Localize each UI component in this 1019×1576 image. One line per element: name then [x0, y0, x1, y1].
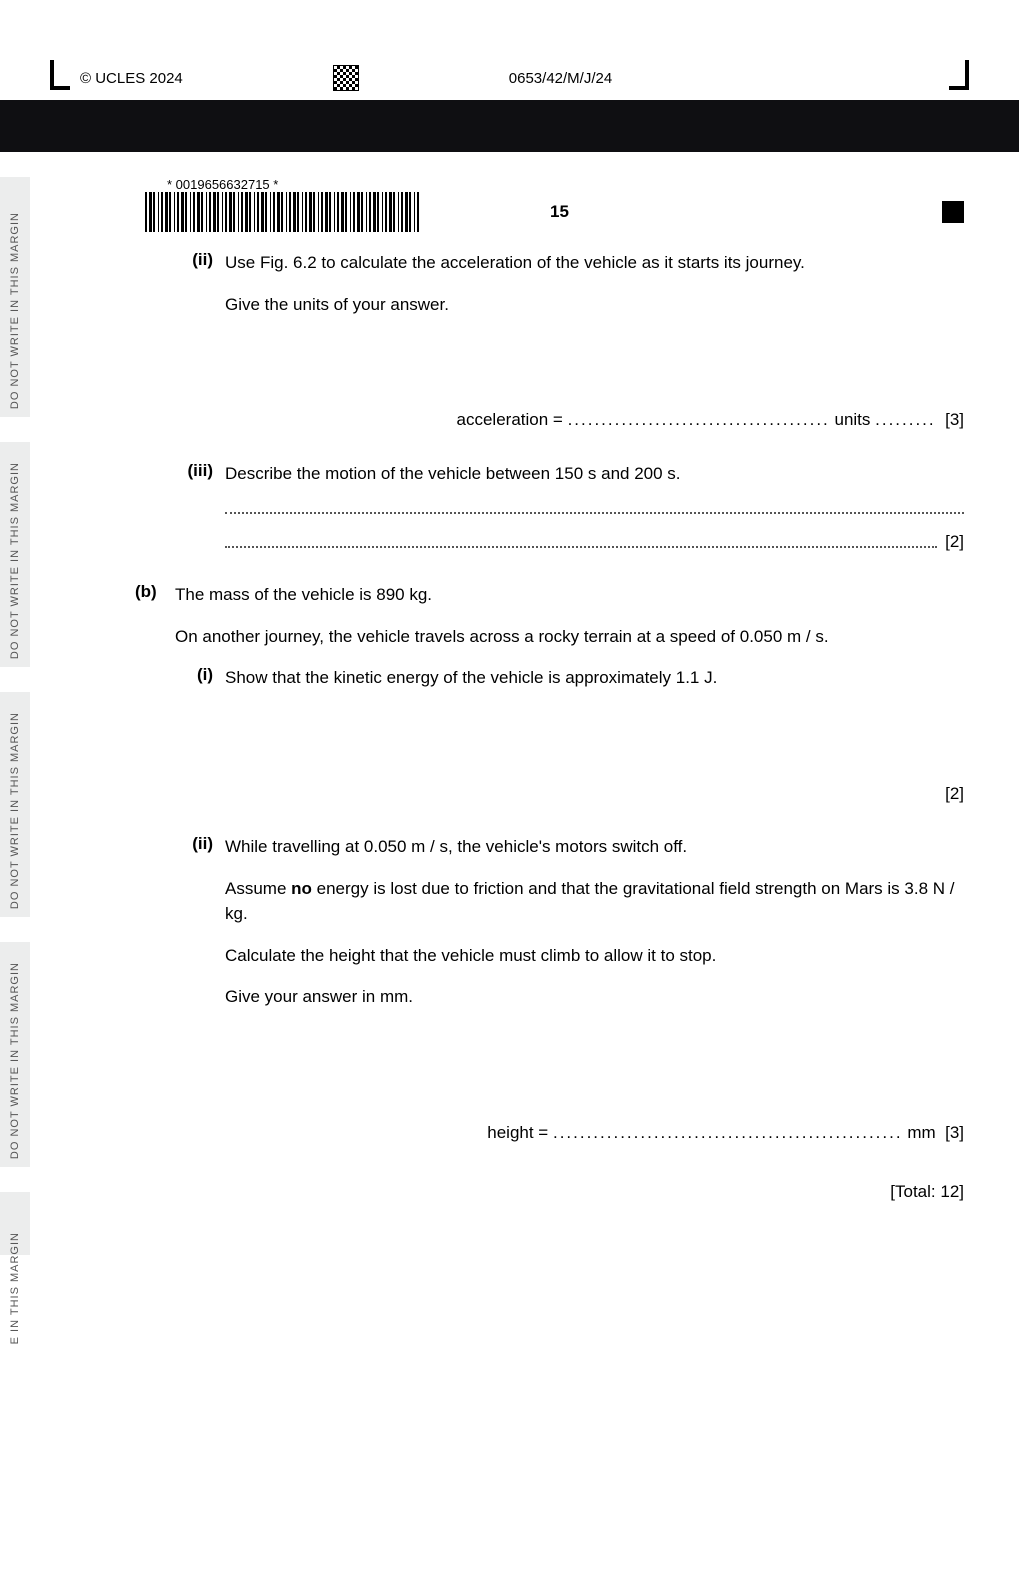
units-label: units — [830, 410, 875, 429]
roman-a-iii: (iii) — [175, 461, 225, 555]
b-intro-2: On another journey, the vehicle travels … — [175, 624, 964, 650]
height-unit: mm — [907, 1123, 935, 1142]
acceleration-answer-line: acceleration = .........................… — [225, 407, 964, 433]
q-a-ii-line2: Give the units of your answer. — [225, 292, 964, 318]
page-header: © UCLES 2024 0653/42/M/J/24 — [0, 0, 1019, 100]
margin-warning-5: E IN THIS MARGIN — [9, 1232, 21, 1344]
b-intro-1: The mass of the vehicle is 890 kg. — [175, 582, 964, 608]
q-b-ii-line3: Calculate the height that the vehicle mu… — [225, 943, 964, 969]
paper-code: 0653/42/M/J/24 — [509, 70, 612, 87]
crop-mark-top-right — [949, 60, 969, 90]
roman-a-ii: (ii) — [175, 250, 225, 433]
height-answer-line: height = ...............................… — [225, 1120, 964, 1146]
marks-b-i: [2] — [945, 784, 964, 803]
units-dots: ......... — [875, 410, 936, 429]
q-b-ii-line4: Give your answer in mm. — [225, 984, 964, 1010]
qr-code-icon — [333, 65, 359, 91]
q-b-i-text: Show that the kinetic energy of the vehi… — [225, 665, 964, 691]
acceleration-label: acceleration = — [457, 410, 568, 429]
answer-line-1 — [225, 512, 964, 514]
b-ii-bold: no — [291, 879, 312, 898]
page-number: 15 — [550, 202, 569, 222]
total-marks: [Total: 12] — [225, 1179, 964, 1205]
margin-warning-2: DO NOT WRITE IN THIS MARGIN — [9, 462, 21, 659]
q-a-ii-line1: Use Fig. 6.2 to calculate the accelerati… — [225, 250, 964, 276]
crop-mark-top-left — [50, 60, 70, 90]
alignment-square-icon — [942, 201, 964, 223]
margin-warning-1: DO NOT WRITE IN THIS MARGIN — [9, 212, 21, 409]
black-divider-band — [0, 100, 1019, 152]
roman-b-ii: (ii) — [175, 834, 225, 1205]
q-b-ii-line2: Assume no energy is lost due to friction… — [225, 876, 964, 927]
q-a-iii-text: Describe the motion of the vehicle betwe… — [225, 461, 964, 487]
part-b-label: (b) — [135, 582, 175, 1215]
margin-warning-4: DO NOT WRITE IN THIS MARGIN — [9, 962, 21, 1159]
barcode-number: * 0019656632715 * — [167, 177, 964, 192]
height-dots: ........................................… — [553, 1123, 903, 1142]
answer-line-2 — [225, 546, 937, 548]
q-b-ii-line1: While travelling at 0.050 m / s, the veh… — [225, 834, 964, 860]
height-label: height = — [487, 1123, 553, 1142]
marks-b-ii: [3] — [945, 1123, 964, 1142]
left-margin-column: DO NOT WRITE IN THIS MARGIN DO NOT WRITE… — [0, 152, 30, 1255]
b-ii-l2a: Assume — [225, 879, 291, 898]
page-content: * 0019656632715 * 15 (ii) Use Fig. 6.2 t… — [30, 152, 1019, 1255]
marks-a-ii: [3] — [945, 410, 964, 429]
margin-warning-3: DO NOT WRITE IN THIS MARGIN — [9, 712, 21, 909]
barcode-icon — [145, 192, 420, 232]
copyright-text: © UCLES 2024 — [80, 70, 183, 87]
b-ii-l2b: energy is lost due to friction and that … — [225, 879, 955, 924]
answer-dots-1: ....................................... — [568, 410, 830, 429]
roman-b-i: (i) — [175, 665, 225, 806]
marks-a-iii: [2] — [945, 529, 964, 555]
